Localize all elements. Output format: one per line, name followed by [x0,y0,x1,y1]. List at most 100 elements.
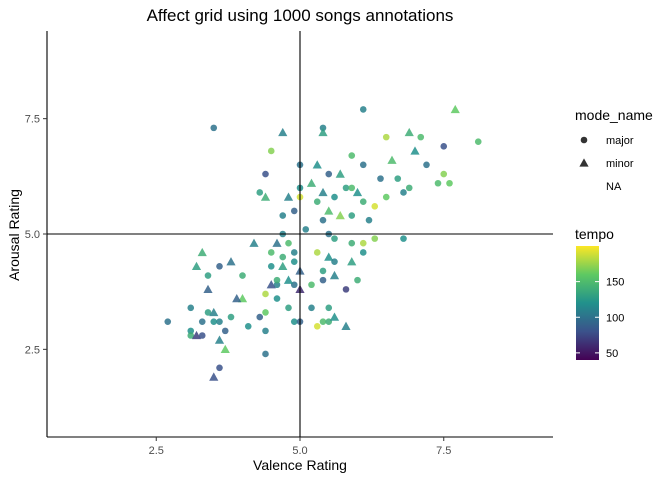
data-point-major-117 [216,262,223,270]
data-point-major-102 [210,318,218,325]
data-point-major-91 [262,350,269,358]
data-point-major-0 [210,124,218,132]
data-point-major-2 [262,170,269,178]
data-point-major-87 [262,290,269,298]
data-point-major-100 [216,364,223,372]
data-point-minor-36 [410,146,420,155]
data-point-major-103 [204,309,212,316]
data-point-minor-104 [209,307,219,317]
data-point-major-85 [273,295,281,302]
colorbar-label-2: 150 [606,277,624,289]
colorbar-label-0: 50 [606,348,618,360]
data-point-minor-68 [272,238,282,247]
legend-key-major [580,136,588,144]
data-point-major-88 [262,309,269,316]
data-point-major-65 [285,239,292,247]
colorbar-label-1: 100 [606,312,624,324]
data-point-minor-81 [347,257,357,266]
shape-legend-title: mode_name [575,107,653,123]
data-point-minor-67 [278,261,288,270]
legend-label-minor: minor [606,158,634,170]
data-point-major-25 [359,106,367,113]
data-point-minor-99 [220,344,230,354]
data-point-major-27 [359,198,367,206]
data-point-minor-14 [318,127,328,137]
points-layer [164,104,482,381]
data-point-major-52 [331,235,338,242]
data-point-minor-19 [324,206,334,215]
data-point-major-73 [313,322,321,330]
data-point-minor-24 [352,187,363,197]
data-point-major-92 [244,322,252,330]
data-point-major-20 [319,216,327,224]
data-point-major-57 [319,267,327,275]
data-point-major-63 [290,258,298,265]
data-point-minor-113 [191,330,202,340]
chart-title: Affect grid using 1000 songs annotations [147,6,454,25]
data-point-minor-59 [329,270,340,280]
data-point-minor-127 [335,169,345,178]
data-point-minor-32 [387,155,397,164]
data-point-minor-109 [191,261,202,270]
data-point-minor-41 [450,104,460,114]
data-point-major-80 [342,286,350,293]
x-tick-label-1: 5.0 [292,445,307,457]
data-point-minor-123 [283,275,294,284]
data-point-minor-119 [249,238,259,247]
data-point-major-128 [348,184,356,192]
data-point-major-43 [434,179,442,187]
data-point-major-107 [204,272,212,279]
data-point-minor-98 [214,335,225,344]
legend-label-major: major [606,135,634,147]
data-point-major-23 [348,152,356,159]
data-point-major-51 [348,239,356,247]
data-point-major-48 [400,235,407,242]
data-point-major-33 [394,175,402,182]
color-legend-title: tempo [575,226,614,242]
data-point-major-6 [279,212,287,219]
data-point-major-118 [239,272,246,279]
data-point-major-11 [302,226,310,233]
data-point-major-120 [267,249,275,256]
data-point-major-17 [331,193,338,201]
axes-layer: 2.5 5.0 7.5 2.5 5.0 7.5 [25,31,553,457]
data-point-major-7 [290,207,298,215]
data-point-minor-4 [278,127,288,137]
data-point-major-66 [279,253,287,261]
data-point-minor-106 [203,284,213,294]
data-point-major-121 [267,262,275,270]
data-point-major-42 [474,138,482,146]
data-point-major-77 [308,304,315,312]
data-point-major-115 [164,318,172,325]
x-tick-label-0: 2.5 [149,445,164,457]
data-point-major-90 [262,327,269,335]
data-point-major-84 [273,281,281,289]
data-point-major-22 [342,184,350,192]
data-point-major-29 [371,203,379,210]
data-point-minor-21 [335,210,345,220]
data-point-major-1 [256,189,264,196]
data-point-minor-101 [209,372,219,381]
data-point-major-28 [365,216,373,224]
data-point-major-96 [221,327,229,335]
data-point-minor-35 [404,127,414,137]
data-point-minor-116 [226,257,236,266]
data-point-major-44 [446,179,453,187]
y-axis-title: Arousal Rating [6,189,22,281]
data-point-minor-16 [318,187,328,197]
data-point-minor-12 [312,160,322,169]
data-point-major-46 [382,193,390,201]
data-point-major-122 [273,276,281,284]
y-tick-label-1: 5.0 [25,229,40,241]
data-point-major-110 [187,304,195,312]
legend-label-NA: NA [606,181,622,193]
data-point-major-112 [187,332,195,339]
data-point-major-50 [359,239,367,247]
x-axis-title: Valence Rating [253,457,347,473]
data-point-minor-86 [266,280,276,289]
data-point-major-56 [331,258,338,265]
data-point-major-60 [308,281,315,289]
data-point-major-34 [400,189,407,196]
x-tick-label-2: 7.5 [436,445,451,457]
